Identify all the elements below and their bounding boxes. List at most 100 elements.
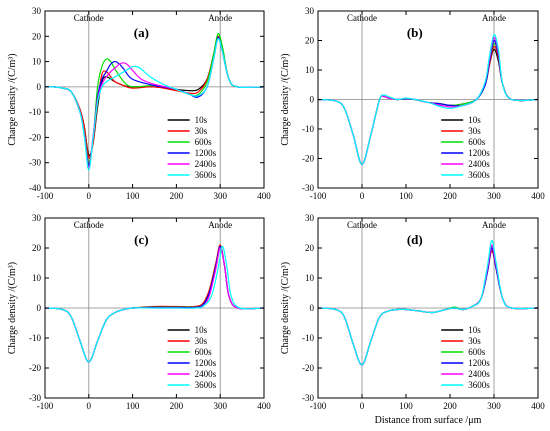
y-tick-label: -30 [302, 183, 314, 193]
electrode-label: Cathode [74, 220, 104, 230]
electrode-label: Cathode [347, 13, 377, 23]
legend-label-600s: 600s [195, 137, 213, 147]
y-tick-label: -20 [302, 154, 314, 164]
x-tick-label: 100 [126, 401, 140, 411]
series-line-3600s [318, 239, 538, 366]
series-line-3600s [45, 38, 264, 171]
y-tick-label: 30 [32, 6, 42, 16]
x-tick-label: 300 [213, 401, 227, 411]
series-line-10s [45, 245, 264, 363]
x-tick-label: 300 [487, 191, 501, 201]
series-line-2400s [318, 36, 538, 165]
electrode-label: Anode [208, 220, 232, 230]
legend-label-3600s: 3600s [195, 380, 217, 390]
legend-label-1200s: 1200s [195, 148, 217, 158]
series-line-600s [45, 33, 264, 164]
electrode-label: Anode [208, 13, 232, 23]
y-tick-label: 10 [32, 57, 42, 67]
x-tick-label: 0 [87, 191, 92, 201]
series-line-3600s [45, 245, 264, 363]
electrode-label: Cathode [74, 13, 104, 23]
legend-label-30s: 30s [468, 336, 481, 346]
legend-label-600s: 600s [468, 137, 486, 147]
x-tick-label: 0 [360, 191, 365, 201]
legend-label-10s: 10s [195, 325, 208, 335]
y-tick-label: -30 [29, 393, 41, 403]
y-tick-label: 10 [32, 273, 42, 283]
y-tick-label: 20 [32, 31, 42, 41]
legend-label-2400s: 2400s [468, 369, 490, 379]
panel-label: (d) [407, 232, 423, 247]
y-axis-label: Charge density /(C/m³) [7, 262, 18, 354]
y-tick-label: 0 [310, 303, 315, 313]
x-tick-label: 100 [399, 191, 413, 201]
legend-label-10s: 10s [468, 115, 481, 125]
x-tick-label: 200 [443, 191, 457, 201]
x-tick-label: 0 [360, 401, 365, 411]
legend-label-10s: 10s [195, 115, 208, 125]
y-tick-label: -20 [302, 363, 314, 373]
series-line-1200s [45, 245, 264, 363]
series-line-1200s [45, 36, 264, 166]
y-tick-label: -30 [29, 158, 41, 168]
y-tick-label: 20 [305, 243, 315, 253]
y-tick-label: -20 [29, 132, 41, 142]
panel-label: (a) [134, 25, 149, 40]
x-tick-label: 200 [170, 191, 184, 201]
electrode-label: Anode [482, 13, 506, 23]
y-tick-label: 0 [37, 82, 42, 92]
series-line-2400s [45, 247, 264, 363]
panel-label: (c) [134, 232, 148, 247]
x-tick-label: 400 [531, 401, 545, 411]
y-tick-label: -10 [29, 333, 41, 343]
legend-label-600s: 600s [468, 347, 486, 357]
x-tick-label: -100 [310, 191, 327, 201]
y-tick-label: 20 [305, 36, 315, 46]
legend-label-3600s: 3600s [195, 170, 217, 180]
series-line-30s [318, 45, 538, 165]
legend-label-2400s: 2400s [468, 159, 490, 169]
x-tick-label: 0 [87, 401, 92, 411]
y-axis-label: Charge density /(C/m³) [7, 53, 18, 145]
y-tick-label: -10 [302, 124, 314, 134]
legend-label-2400s: 2400s [195, 159, 217, 169]
legend-label-1200s: 1200s [468, 358, 490, 368]
series-line-10s [45, 36, 264, 157]
legend-label-2400s: 2400s [195, 369, 217, 379]
legend-label-10s: 10s [468, 325, 481, 335]
legend-label-30s: 30s [195, 336, 208, 346]
legend-label-1200s: 1200s [468, 148, 490, 158]
y-tick-label: 0 [37, 303, 42, 313]
x-tick-label: -100 [310, 401, 327, 411]
x-tick-label: 100 [126, 191, 140, 201]
legend-label-3600s: 3600s [468, 170, 490, 180]
electrode-label: Cathode [347, 220, 377, 230]
series-line-10s [318, 48, 538, 165]
x-tick-label: 200 [443, 401, 457, 411]
x-tick-label: -100 [37, 191, 54, 201]
legend-label-3600s: 3600s [468, 380, 490, 390]
plot-frame [44, 10, 265, 189]
y-tick-label: 0 [310, 95, 315, 105]
x-tick-label: 400 [531, 191, 545, 201]
electrode-label: Anode [482, 220, 506, 230]
legend-label-1200s: 1200s [195, 358, 217, 368]
x-axis-label: Distance from surface /μm [375, 415, 482, 426]
series-line-600s [45, 245, 264, 363]
series-line-30s [45, 35, 264, 159]
y-tick-label: -10 [302, 333, 314, 343]
x-tick-label: 300 [487, 401, 501, 411]
series-line-600s [318, 245, 538, 366]
series-line-3600s [318, 33, 538, 165]
chart-panel-1: Cathode Anode-100 0 100 200 300 400-40-30-20-1… [7, 6, 271, 201]
chart-panel-2: Cathode Anode-100 0 100 200 300 400-30-20-1001… [280, 6, 545, 201]
x-tick-label: 100 [399, 401, 413, 411]
y-axis-label: Charge density /(C/m³) [280, 53, 291, 145]
y-tick-label: 10 [305, 273, 315, 283]
y-tick-label: -30 [302, 393, 314, 403]
